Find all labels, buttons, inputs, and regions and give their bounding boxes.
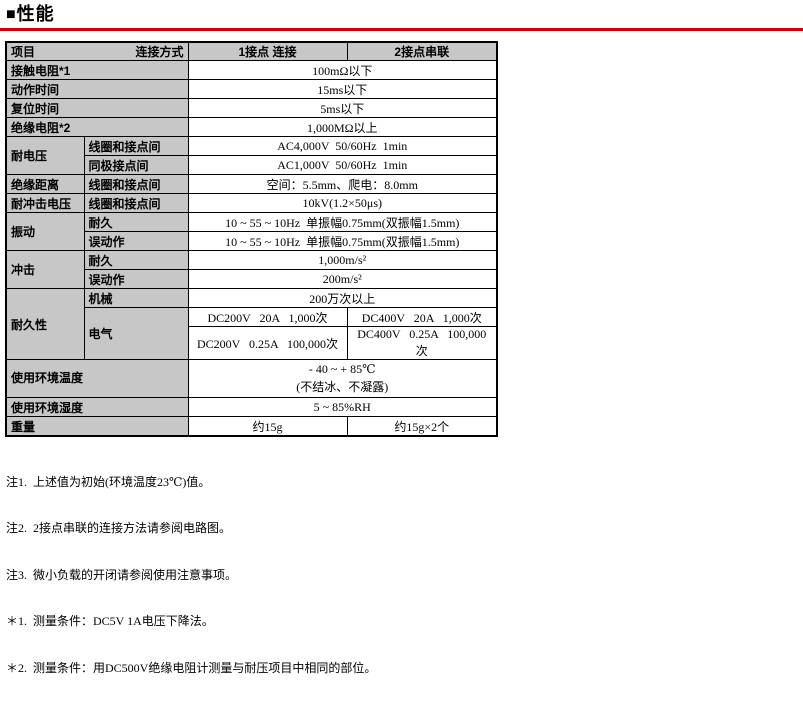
section-marker-icon: ■ [6,5,16,23]
row-ambient-humidity: 使用环境湿度 5 ~ 85%RH [5,397,498,418]
label-weight: 重量 [5,416,189,437]
row-insulation-resistance: 绝缘电阻*2 1,000MΩ以上 [5,117,498,138]
value-shock-endurance: 1,000m/s² [187,250,498,271]
footnote-2: 注2. 2接点串联的连接方法请参阅电路图。 [6,521,232,536]
row-impulse-voltage: 耐冲击电压 线圈和接点间 10kV(1.2×50μs) [5,193,498,214]
row-dielectric-coil-contact: 耐电压 线圈和接点间 AC4,000V 50/60Hz 1min [5,136,498,176]
row-shock-malfunction: 误动作 200m/s² [6,269,498,290]
red-divider [0,27,803,31]
value-operate-time: 15ms以下 [187,79,498,100]
row-insulation-distance: 绝缘距离 线圈和接点间 空间：5.5mm、爬电：8.0mm [5,174,498,195]
label-durability: 耐久性 [5,288,85,361]
row-release-time: 复位时间 5ms以下 [5,98,498,119]
value-weight-2-contact: 约15g×2个 [346,416,498,437]
row-ambient-temperature: 使用环境温度 - 40 ~ + 85℃ (不结冰、不凝露) [5,359,498,399]
label-insulation-distance: 绝缘距离 [5,174,85,195]
footnote-1: 注1. 上述值为初始(环境温度23℃)值。 [6,474,211,489]
row-vibration-endurance: 振动 耐久 10 ~ 55 ~ 10Hz 单振幅0.75mm(双振幅1.5mm) [5,212,498,252]
footnote-star-2: ＊2. 测量条件：用DC500V绝缘电阻计测量与耐压项目中相同的部位。 [6,660,377,675]
label-release-time: 复位时间 [5,98,189,119]
label-vibration: 振动 [5,212,85,252]
value-electrical-2-contact-20a: DC400V 20A 1,000次 [346,307,498,328]
value-impulse-voltage: 10kV(1.2×50μs) [187,193,498,214]
row-weight: 重量 约15g 约15g×2个 [5,416,498,437]
value-contact-resistance: 100mΩ以下 [187,60,498,81]
row-dielectric-same-pole: 同极接点间 AC1,000V 50/60Hz 1min [6,155,498,176]
table-header-row: 项目 连接方式 1接点 连接 2接点串联 [5,41,498,62]
header-item-connection-cell: 项目 连接方式 [5,41,189,62]
row-contact-resistance: 接触电阻*1 100mΩ以下 [5,60,498,81]
header-1-contact-column: 1接点 连接 [187,41,348,62]
header-item-label: 项目 [11,45,36,60]
sublabel-shock-endurance: 耐久 [83,250,189,271]
performance-spec-table: 项目 连接方式 1接点 连接 2接点串联 接触电阻*1 100mΩ以下 动作时间… [5,40,498,437]
row-durability-electrical-2: DC200V 0.25A 100,000次 DC400V 0.25A 100,0… [6,326,498,361]
value-weight-1-contact: 约15g [187,416,348,437]
sublabel-vibration-endurance: 耐久 [83,212,189,233]
value-mechanical-durability: 200万次以上 [187,288,498,309]
sublabel-vibration-malfunction: 误动作 [83,231,189,252]
footnote-3: 注3. 微小负载的开闭请参阅使用注意事项。 [6,567,238,582]
header-connection-label: 连接方式 [135,45,184,60]
value-insulation-distance: 空间：5.5mm、爬电：8.0mm [187,174,498,195]
sublabel-shock-malfunction: 误动作 [83,269,189,290]
row-operate-time: 动作时间 15ms以下 [5,79,498,100]
value-electrical-1-contact-025a: DC200V 0.25A 100,000次 [187,326,348,361]
value-vibration-malfunction: 10 ~ 55 ~ 10Hz 单振幅0.75mm(双振幅1.5mm) [187,231,498,252]
row-durability-electrical-1: 电气 DC200V 20A 1,000次 DC400V 20A 1,000次 [6,307,498,361]
value-vibration-endurance: 10 ~ 55 ~ 10Hz 单振幅0.75mm(双振幅1.5mm) [187,212,498,233]
value-electrical-1-contact-20a: DC200V 20A 1,000次 [187,307,348,328]
sublabel-coil-contact-distance: 线圈和接点间 [83,174,189,195]
sublabel-mechanical: 机械 [83,288,189,309]
header-2-contact-series-column: 2接点串联 [346,41,498,62]
label-operate-time: 动作时间 [5,79,189,100]
label-shock: 冲击 [5,250,85,290]
value-dielectric-same-pole: AC1,000V 50/60Hz 1min [187,155,498,176]
label-contact-resistance: 接触电阻*1 [5,60,189,81]
sublabel-electrical: 电气 [83,307,189,361]
label-impulse-voltage: 耐冲击电压 [5,193,85,214]
row-durability-mechanical: 耐久性 机械 200万次以上 [5,288,498,361]
label-ambient-temperature: 使用环境温度 [5,359,189,399]
label-ambient-humidity: 使用环境湿度 [5,397,189,418]
sublabel-same-pole-contacts: 同极接点间 [83,155,189,176]
value-release-time: 5ms以下 [187,98,498,119]
value-ambient-temperature: - 40 ~ + 85℃ (不结冰、不凝露) [187,359,498,399]
sublabel-coil-contact: 线圈和接点间 [83,136,189,157]
label-dielectric-strength: 耐电压 [5,136,85,176]
footnotes: 注1. 上述值为初始(环境温度23℃)值。 注2. 2接点串联的连接方法请参阅电… [6,444,803,707]
row-shock-endurance: 冲击 耐久 1,000m/s² [5,250,498,290]
value-insulation-resistance: 1,000MΩ以上 [187,117,498,138]
value-dielectric-coil-contact: AC4,000V 50/60Hz 1min [187,136,498,157]
value-ambient-humidity: 5 ~ 85%RH [187,397,498,418]
row-vibration-malfunction: 误动作 10 ~ 55 ~ 10Hz 单振幅0.75mm(双振幅1.5mm) [6,231,498,252]
value-electrical-2-contact-025a: DC400V 0.25A 100,000次 [346,326,498,361]
label-insulation-resistance: 绝缘电阻*2 [5,117,189,138]
value-shock-malfunction: 200m/s² [187,269,498,290]
page-title: 性能 [16,4,55,24]
section-heading: ■ 性能 [0,0,803,27]
footnote-star-1: ＊1. 测量条件：DC5V 1A电压下降法。 [6,614,214,629]
sublabel-coil-contact-impulse: 线圈和接点间 [83,193,189,214]
